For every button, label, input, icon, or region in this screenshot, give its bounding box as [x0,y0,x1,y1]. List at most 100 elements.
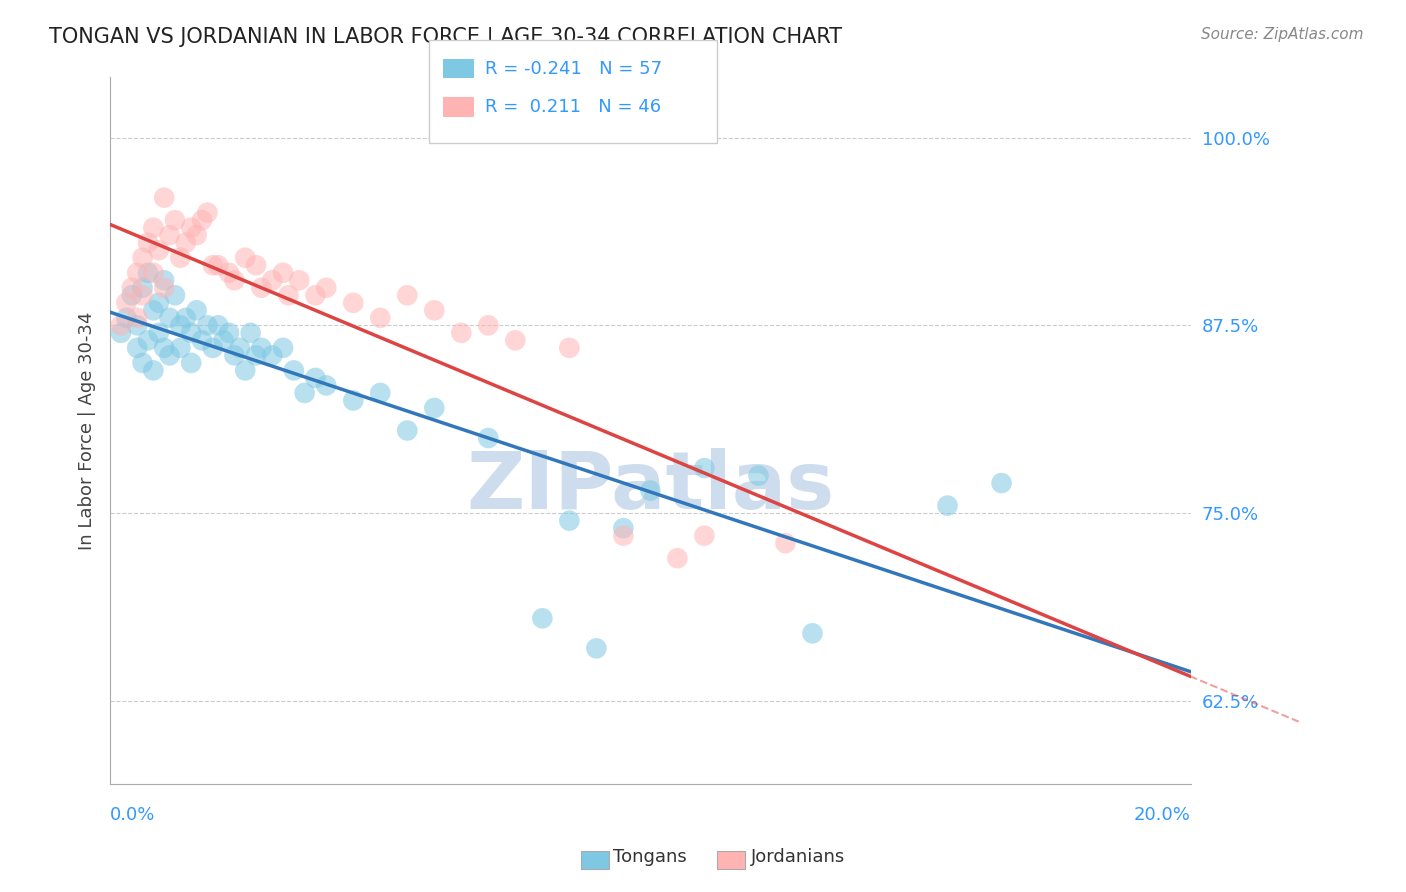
Point [218,266,240,280]
Point [174,310,197,325]
Point [262,348,284,362]
Point [233,363,256,377]
Point [250,341,273,355]
Point [169,318,191,333]
Point [207,318,229,333]
Point [224,273,246,287]
Point [747,468,769,483]
Point [136,235,159,250]
Point [450,326,472,340]
Point [693,529,716,543]
Point [180,356,202,370]
Point [131,356,153,370]
Point [131,288,153,302]
Point [224,348,246,362]
Point [262,273,284,287]
Point [142,220,165,235]
Point [558,341,581,355]
Point [271,266,294,280]
Point [131,281,153,295]
Text: TONGAN VS JORDANIAN IN LABOR FORCE | AGE 30-34 CORRELATION CHART: TONGAN VS JORDANIAN IN LABOR FORCE | AGE… [49,27,842,48]
Point [153,191,176,205]
Text: Tongans: Tongans [613,848,686,866]
Point [239,326,262,340]
Point [229,341,252,355]
Text: Jordanians: Jordanians [751,848,845,866]
Point [197,205,219,219]
Point [245,258,267,272]
Point [110,318,132,333]
Point [233,251,256,265]
Point [315,378,337,392]
Text: 20.0%: 20.0% [1133,806,1191,824]
Point [612,529,634,543]
Point [127,310,149,325]
Point [342,393,364,408]
Point [191,334,214,348]
Point [396,424,419,438]
Point [558,514,581,528]
Point [315,281,337,295]
Point [304,371,326,385]
Point [136,266,159,280]
Point [142,363,165,377]
Point [342,295,364,310]
Point [127,266,149,280]
Point [585,641,607,656]
Point [218,326,240,340]
Point [477,431,499,445]
Point [936,499,959,513]
Point [121,288,143,302]
Point [775,536,797,550]
Point [423,401,446,415]
Point [201,341,224,355]
Point [169,251,191,265]
Point [148,244,170,258]
Point [136,334,159,348]
Point [153,281,176,295]
Point [197,318,219,333]
Point [174,235,197,250]
Point [288,273,311,287]
Point [121,281,143,295]
Point [169,341,191,355]
Point [115,295,138,310]
Point [368,310,391,325]
Point [159,348,181,362]
Point [277,288,299,302]
Point [115,310,138,325]
Point [148,295,170,310]
Text: ZIPatlas: ZIPatlas [467,448,835,526]
Point [612,521,634,535]
Point [801,626,824,640]
Y-axis label: In Labor Force | Age 30-34: In Labor Force | Age 30-34 [79,311,96,549]
Point [423,303,446,318]
Point [110,326,132,340]
Point [666,551,689,566]
Point [186,228,208,243]
Point [180,326,202,340]
Point [640,483,662,498]
Text: Source: ZipAtlas.com: Source: ZipAtlas.com [1201,27,1364,42]
Point [283,363,305,377]
Point [245,348,267,362]
Point [396,288,419,302]
Point [186,303,208,318]
Point [212,334,235,348]
Text: 0.0%: 0.0% [110,806,156,824]
Point [153,273,176,287]
Point [191,213,214,227]
Point [990,476,1012,491]
Point [531,611,554,625]
Point [693,461,716,475]
Text: R =  0.211   N = 46: R = 0.211 N = 46 [485,98,661,116]
Point [505,334,527,348]
Point [180,220,202,235]
Point [271,341,294,355]
Point [131,251,153,265]
Point [294,386,316,401]
Point [250,281,273,295]
Point [148,326,170,340]
Point [142,266,165,280]
Point [163,288,186,302]
